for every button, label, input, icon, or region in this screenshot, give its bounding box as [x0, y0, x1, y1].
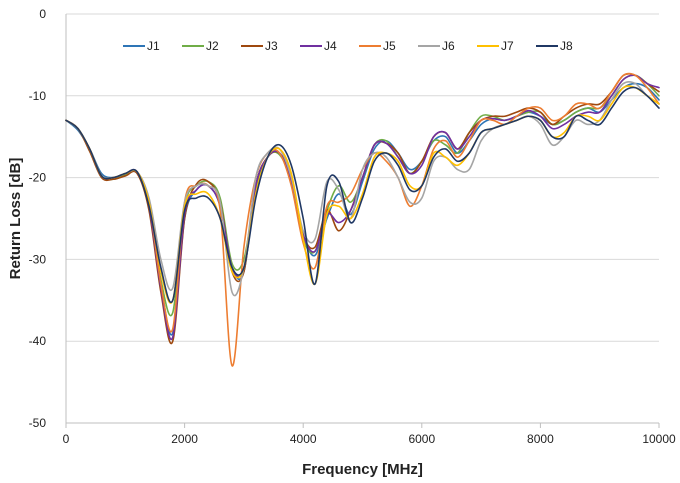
legend-item-j1: J1: [123, 39, 160, 53]
legend-label: J8: [560, 39, 573, 53]
series-line-j3: [65, 72, 660, 345]
gridlines: [66, 13, 659, 424]
x-tick-label: 2000: [171, 432, 198, 446]
legend-item-j2: J2: [182, 39, 219, 53]
legend-label: J3: [265, 39, 278, 53]
y-tick-label: -30: [29, 252, 47, 266]
x-tick-label: 8000: [527, 432, 554, 446]
legend: J1 J2 J3 J4 J5 J6 J7 J8: [123, 39, 573, 53]
legend-item-j8: J8: [536, 39, 573, 53]
series-line-j4: [65, 74, 660, 341]
legend-label: J6: [442, 39, 455, 53]
series-line-j7: [65, 85, 660, 304]
x-tick-label: 4000: [290, 432, 317, 446]
legend-label: J4: [324, 39, 337, 53]
legend-label: J5: [383, 39, 396, 53]
series-line-j6: [65, 80, 660, 297]
series-line-j5: [65, 72, 660, 367]
x-tick-label: 6000: [408, 432, 435, 446]
legend-item-j7: J7: [477, 39, 514, 53]
legend-label: J2: [206, 39, 219, 53]
x-axis-title: Frequency [MHz]: [302, 461, 423, 478]
legend-label: J7: [501, 39, 514, 53]
axes: 0 -10 -20 -30 -40 -50 0 2000 4000 6000 8000 10000: [29, 7, 676, 446]
series-lines: [65, 72, 660, 367]
legend-item-j6: J6: [418, 39, 455, 53]
legend-item-j3: J3: [241, 39, 278, 53]
legend-label: J1: [147, 39, 160, 53]
legend-item-j5: J5: [359, 39, 396, 53]
y-tick-label: -40: [29, 334, 47, 348]
x-tick-label: 0: [63, 432, 70, 446]
series-line-j8: [65, 86, 660, 304]
x-tick-label: 10000: [642, 432, 676, 446]
y-tick-label: -20: [29, 171, 47, 185]
y-tick-label: -10: [29, 89, 47, 103]
legend-item-j4: J4: [300, 39, 337, 53]
y-tick-label: -50: [29, 416, 47, 430]
y-axis-title: Return Loss [dB]: [7, 158, 24, 280]
y-tick-label: 0: [39, 7, 46, 21]
